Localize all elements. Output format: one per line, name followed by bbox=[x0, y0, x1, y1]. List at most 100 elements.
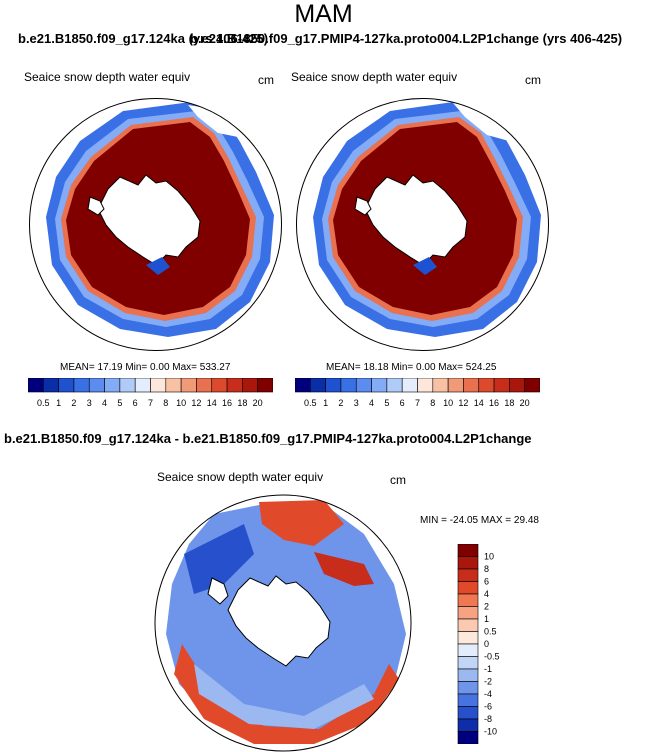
antarctica bbox=[364, 174, 468, 266]
diff-colorbar-label-3: 4 bbox=[484, 589, 489, 599]
diff-colorbar: 10 8 6 4 2 1 0.5 0 -0.5 -1 -2 -4 -6 -8 -10 bbox=[457, 544, 500, 744]
colorbar-label-1-1: 1 bbox=[323, 398, 328, 408]
peninsula bbox=[207, 577, 229, 605]
right-panel-units: cm bbox=[525, 73, 541, 87]
right-run-title: b.e21.B1850.f09_g17.PMIP4-127ka.proto004… bbox=[190, 31, 623, 46]
colorbar-label-1-3: 3 bbox=[354, 398, 359, 408]
diff-field-blue-west bbox=[184, 524, 254, 594]
page-title: MAM bbox=[294, 0, 353, 28]
colorbar-swatch-1-8 bbox=[417, 378, 434, 393]
colorbar-label-1-11: 14 bbox=[474, 398, 484, 408]
diff-field-red-east bbox=[314, 552, 374, 586]
diff-colorbar-swatch-7 bbox=[457, 631, 479, 645]
colorbar-label-0-6: 6 bbox=[133, 398, 138, 408]
colorbar-swatch-0-6 bbox=[119, 378, 136, 393]
diff-colorbar-swatch-2 bbox=[457, 568, 479, 582]
diff-run-title: b.e21.B1850.f09_g17.124ka - b.e21.B1850.… bbox=[4, 431, 532, 446]
colorbar-swatch-0-10 bbox=[180, 378, 197, 393]
colorbar-label-1-2: 2 bbox=[338, 398, 343, 408]
left-polar-map bbox=[29, 98, 282, 351]
colorbar-swatch-1-0 bbox=[295, 378, 311, 393]
diff-colorbar-label-13: -8 bbox=[484, 714, 492, 724]
colorbar-swatch-1-1 bbox=[310, 378, 326, 393]
diff-colorbar-label-9: -1 bbox=[484, 664, 492, 674]
weddell-patch bbox=[146, 257, 170, 275]
diff-polar-map bbox=[154, 494, 412, 752]
diff-colorbar-label-4: 2 bbox=[484, 602, 489, 612]
colorbar-label-0-11: 14 bbox=[207, 398, 217, 408]
diff-colorbar-swatch-10 bbox=[457, 668, 479, 682]
colorbar-label-1-8: 8 bbox=[430, 398, 435, 408]
colorbar-label-0-1: 1 bbox=[56, 398, 61, 408]
diff-stats: MIN = -24.05 MAX = 29.48 bbox=[420, 515, 539, 526]
colorbar-swatch-0-14 bbox=[242, 378, 258, 393]
colorbar-swatch-0-11 bbox=[196, 378, 213, 393]
diff-colorbar-swatch-11 bbox=[457, 681, 479, 695]
right-panel-title: Seaice snow depth water equiv bbox=[291, 70, 458, 84]
diff-colorbar-swatch-13 bbox=[457, 706, 479, 720]
diff-colorbar-label-8: -0.5 bbox=[484, 652, 500, 662]
diff-colorbar-label-10: -2 bbox=[484, 677, 492, 687]
diff-colorbar-label-2: 6 bbox=[484, 577, 489, 587]
colorbar-label-1-12: 16 bbox=[489, 398, 499, 408]
colorbar-swatch-1-7 bbox=[401, 378, 418, 393]
diff-colorbar-swatch-15 bbox=[457, 731, 479, 744]
diff-colorbar-label-14: -10 bbox=[484, 727, 497, 737]
colorbar-label-1-0: 0.5 bbox=[304, 398, 317, 408]
colorbar-swatch-1-5 bbox=[371, 378, 388, 393]
right-colorbar: 0.5 1 2 3 4 5 6 7 8 10 12 14 16 18 20 bbox=[295, 378, 540, 408]
left-panel-title: Seaice snow depth water equiv bbox=[24, 70, 191, 84]
diff-colorbar-label-6: 0.5 bbox=[484, 627, 497, 637]
colorbar-swatch-1-2 bbox=[325, 378, 342, 393]
colorbar-label-0-12: 16 bbox=[222, 398, 232, 408]
diff-colorbar-swatch-5 bbox=[457, 606, 479, 620]
diff-colorbar-swatch-9 bbox=[457, 656, 479, 670]
left-run-title: b.e21.B1850.f09_g17.124ka (yrs 406-425) bbox=[18, 31, 269, 46]
colorbar-swatch-0-13 bbox=[226, 378, 243, 393]
colorbar-swatch-0-12 bbox=[211, 378, 228, 393]
diff-colorbar-label-0: 10 bbox=[484, 552, 494, 562]
peninsula bbox=[87, 196, 105, 216]
antarctica bbox=[97, 174, 201, 266]
colorbar-swatch-1-4 bbox=[355, 378, 372, 393]
colorbar-label-0-4: 4 bbox=[102, 398, 107, 408]
colorbar-swatch-0-15 bbox=[257, 378, 273, 393]
colorbar-swatch-1-10 bbox=[447, 378, 464, 393]
diff-colorbar-label-5: 1 bbox=[484, 614, 489, 624]
colorbar-label-0-14: 20 bbox=[253, 398, 263, 408]
colorbar-swatch-0-3 bbox=[73, 378, 90, 393]
colorbar-swatch-1-14 bbox=[509, 378, 525, 393]
colorbar-label-0-10: 12 bbox=[191, 398, 201, 408]
colorbar-swatch-0-0 bbox=[28, 378, 44, 393]
weddell-patch bbox=[413, 257, 437, 275]
colorbar-swatch-1-9 bbox=[432, 378, 449, 393]
diff-field-red-north bbox=[259, 500, 344, 546]
colorbar-swatch-1-12 bbox=[478, 378, 495, 393]
colorbar-label-0-0: 0.5 bbox=[37, 398, 50, 408]
colorbar-swatch-0-4 bbox=[88, 378, 105, 393]
colorbar-swatch-1-15 bbox=[524, 378, 540, 393]
colorbar-label-1-4: 4 bbox=[369, 398, 374, 408]
diff-colorbar-swatch-6 bbox=[457, 618, 479, 632]
colorbar-swatch-0-7 bbox=[134, 378, 151, 393]
colorbar-swatch-1-6 bbox=[386, 378, 403, 393]
colorbar-label-1-9: 10 bbox=[443, 398, 453, 408]
colorbar-label-1-5: 5 bbox=[384, 398, 389, 408]
diff-colorbar-swatch-0 bbox=[457, 544, 479, 557]
left-colorbar: 0.5 1 2 3 4 5 6 7 8 10 12 14 16 18 20 bbox=[28, 378, 273, 408]
left-panel-units: cm bbox=[258, 73, 274, 87]
diff-colorbar-label-12: -6 bbox=[484, 702, 492, 712]
diff-colorbar-swatch-1 bbox=[457, 556, 479, 570]
diff-field-light bbox=[194, 664, 374, 729]
colorbar-swatch-0-1 bbox=[43, 378, 59, 393]
colorbar-label-0-5: 5 bbox=[117, 398, 122, 408]
peninsula bbox=[354, 196, 372, 216]
colorbar-label-1-13: 18 bbox=[504, 398, 514, 408]
colorbar-label-1-10: 12 bbox=[458, 398, 468, 408]
diff-colorbar-swatch-4 bbox=[457, 593, 479, 607]
left-stats: MEAN= 17.19 Min= 0.00 Max= 533.27 bbox=[60, 362, 231, 373]
colorbar-label-0-8: 8 bbox=[163, 398, 168, 408]
colorbar-label-0-2: 2 bbox=[71, 398, 76, 408]
colorbar-swatch-0-5 bbox=[104, 378, 121, 393]
colorbar-label-0-13: 18 bbox=[237, 398, 247, 408]
